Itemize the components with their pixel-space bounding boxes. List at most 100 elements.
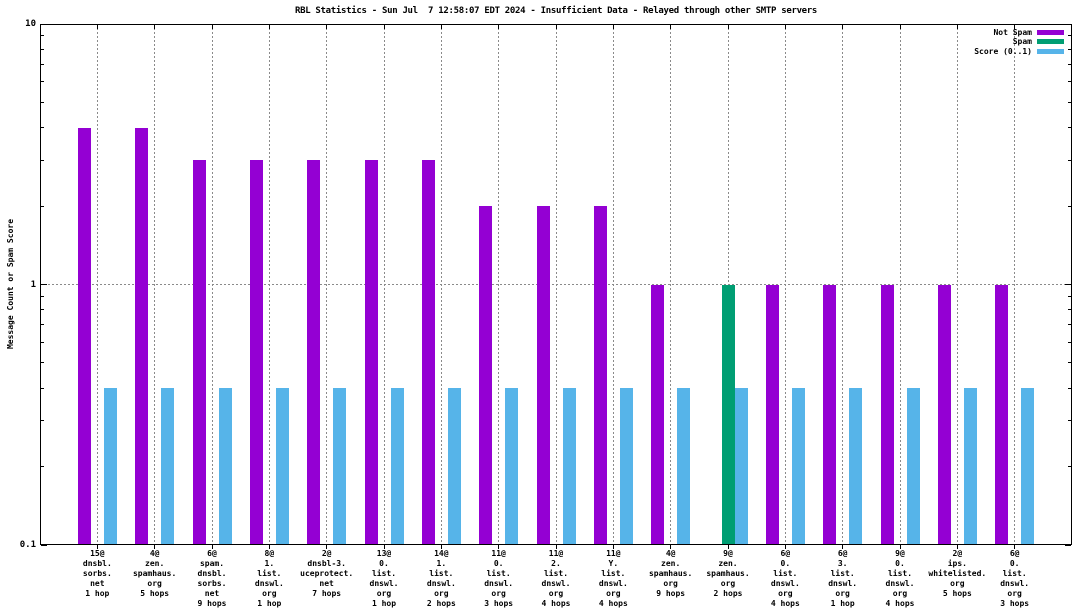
x-tick-label: 15@ dnsbl. sorbs. net 1 hop [82, 549, 112, 598]
x-tick-label: 11@ Y. list. dnswl. org 4 hops [598, 549, 628, 608]
legend-item-label: Score (0..1) [974, 46, 1032, 56]
y-minor-tick-right [1068, 341, 1071, 343]
y-minor-tick-left [41, 159, 44, 161]
x-tick-top [727, 25, 729, 29]
x-tick-top [555, 25, 557, 29]
y-minor-tick-right [1068, 101, 1071, 103]
y-tick-label: 10 [25, 19, 36, 29]
x-tick-bottom [211, 545, 213, 549]
y-minor-tick-right [1068, 309, 1071, 311]
x-tick-label: 11@ 2. list. dnswl. org 4 hops [541, 549, 571, 608]
y-minor-tick-left [41, 101, 44, 103]
x-tick-label: 2@ dnsbl-3. uceprotect. net 7 hops [300, 549, 354, 598]
y-minor-tick-right [1068, 127, 1071, 129]
score-bar [275, 388, 289, 544]
x-tick-top [268, 25, 270, 29]
score-bar [734, 388, 748, 544]
x-tick-label: 14@ 1. list. dnswl. org 2 hops [426, 549, 456, 608]
x-tick-top [899, 25, 901, 29]
not-spam-bar [364, 160, 378, 544]
legend-item-swatch [1037, 48, 1064, 54]
legend-item-label: Not Spam [993, 27, 1032, 37]
x-tick-bottom [899, 545, 901, 549]
x-tick-bottom [670, 545, 672, 549]
score-bar [103, 388, 117, 544]
x-tick-label: 9@ zen. spamhaus. org 2 hops [706, 549, 750, 598]
x-tick-label: 11@ 0. list. dnswl. org 3 hops [484, 549, 514, 608]
x-tick-top [612, 25, 614, 29]
score-bar [161, 388, 175, 544]
score-bar [849, 388, 863, 544]
x-tick-top [1014, 25, 1016, 29]
not-spam-bar [192, 160, 206, 544]
y-minor-tick-right [1068, 387, 1071, 389]
y-minor-tick-left [41, 466, 44, 468]
y-minor-tick-left [41, 387, 44, 389]
y-minor-tick-right [1068, 63, 1071, 65]
chart-title: RBL Statistics - Sun Jul 7 12:58:07 EDT … [294, 6, 818, 16]
score-bar [447, 388, 461, 544]
x-tick-bottom [956, 545, 958, 549]
x-tick-top [670, 25, 672, 29]
x-tick-label: 8@ 1. list. dnswl. org 1 hop [254, 549, 284, 608]
x-tick-top [326, 25, 328, 29]
y-minor-tick-right [1068, 205, 1071, 207]
y-minor-tick-left [41, 205, 44, 207]
not-spam-bar [995, 284, 1009, 544]
not-spam-bar [880, 284, 894, 544]
not-spam-bar [765, 284, 779, 544]
x-tick-label: 6@ spam. dnsbl. sorbs. net 9 hops [197, 549, 227, 608]
score-bar [218, 388, 232, 544]
y-minor-tick-left [41, 127, 44, 129]
y-minor-tick-left [41, 48, 44, 50]
spam-bar [721, 284, 735, 544]
x-tick-bottom [154, 545, 156, 549]
x-tick-label: 2@ ips. whitelisted. org 5 hops [928, 549, 987, 598]
not-spam-bar [307, 160, 321, 544]
x-tick-bottom [440, 545, 442, 549]
x-tick-bottom [268, 545, 270, 549]
legend-item-label: Spam [1012, 37, 1032, 46]
y-major-tick-left [41, 284, 47, 285]
y-minor-tick-right [1068, 35, 1071, 37]
y-minor-tick-right [1068, 295, 1071, 297]
x-tick-bottom [326, 545, 328, 549]
score-bar [677, 388, 691, 544]
x-tick-top [784, 25, 786, 29]
y-minor-tick-left [41, 35, 44, 37]
x-tick-top [154, 25, 156, 29]
not-spam-bar [593, 206, 607, 544]
x-tick-label: 13@ 0. list. dnswl. org 1 hop [369, 549, 399, 608]
x-tick-top [956, 25, 958, 29]
y-tick-label: 1 [30, 279, 36, 290]
x-tick-label: 6@ 0. list. dnswl. org 4 hops [770, 549, 800, 608]
x-tick-top [440, 25, 442, 29]
x-tick-top [96, 25, 98, 29]
y-tick-label: 0.1 [19, 540, 36, 550]
x-tick-bottom [96, 545, 98, 549]
x-tick-bottom [784, 545, 786, 549]
not-spam-bar [77, 127, 91, 544]
x-tick-bottom [727, 545, 729, 549]
y-minor-tick-left [41, 63, 44, 65]
y-major-tick-right [1065, 23, 1071, 25]
score-bar [390, 388, 404, 544]
y-minor-tick-left [41, 81, 44, 83]
x-tick-top [383, 25, 385, 29]
y-minor-tick-right [1068, 48, 1071, 50]
x-tick-top [211, 25, 213, 29]
x-tick-label: 4@ zen. spamhaus. org 5 hops [132, 549, 177, 598]
y-minor-tick-left [41, 309, 44, 311]
score-bar [333, 388, 347, 544]
y-minor-tick-left [41, 420, 44, 422]
y-minor-tick-right [1068, 159, 1071, 161]
score-bar [619, 388, 633, 544]
x-tick-top [498, 25, 500, 29]
x-tick-bottom [1014, 545, 1016, 549]
not-spam-bar [421, 160, 435, 544]
not-spam-bar [651, 284, 665, 544]
legend-item-swatch [1037, 29, 1064, 35]
y-minor-tick-right [1068, 324, 1071, 326]
y-minor-tick-left [41, 324, 44, 326]
